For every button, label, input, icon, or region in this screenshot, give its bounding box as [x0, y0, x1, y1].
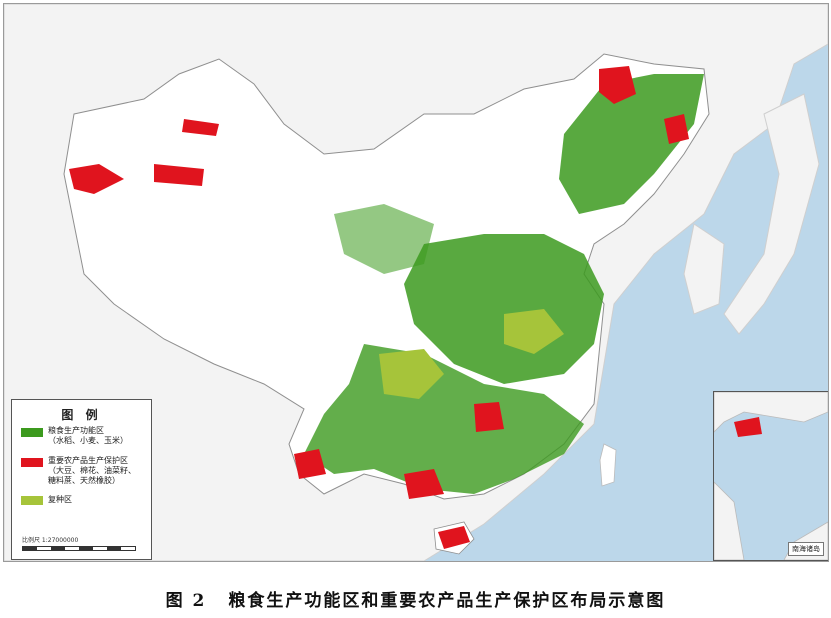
map-frame: 图 例 粮食生产功能区 （水稻、小麦、玉米） 重要农产品生产保护区 （大豆、棉花… — [3, 3, 829, 562]
multi-crop-sichuan — [379, 349, 444, 399]
legend-swatch-protect — [21, 458, 43, 467]
legend-swatch-multicrop — [21, 496, 43, 505]
inset-map — [714, 392, 828, 560]
protect-zone-xinjiang-north — [182, 119, 219, 136]
south-china-sea-inset: 南海诸岛 — [713, 391, 828, 561]
legend-label-protect: 重要农产品生产保护区 （大豆、棉花、油菜籽、 糖料蔗、天然橡胶） — [48, 456, 136, 485]
protect-zone-yunnan — [294, 449, 326, 479]
korea-japan-land — [683, 93, 820, 335]
grain-zone-loess — [334, 204, 434, 274]
grain-zone-south — [304, 344, 584, 494]
inset-label: 南海诸岛 — [788, 542, 824, 556]
protect-zone-guangxi — [404, 469, 444, 499]
multi-crop-yangtze — [504, 309, 564, 354]
protect-zone-xinjiang-mid — [154, 164, 204, 186]
figure-title: 粮食生产功能区和重要农产品生产保护区布局示意图 — [228, 591, 666, 611]
base-map — [4, 4, 828, 561]
map-legend: 图 例 粮食生产功能区 （水稻、小麦、玉米） 重要农产品生产保护区 （大豆、棉花… — [11, 399, 152, 560]
protect-zone-yangtze — [474, 402, 504, 432]
legend-swatch-grain — [21, 428, 43, 437]
grain-zone-north-china — [404, 234, 604, 384]
legend-label-grain: 粮食生产功能区 （水稻、小麦、玉米） — [48, 426, 128, 445]
scale-text: 比例尺 1:27000000 — [22, 537, 79, 544]
protect-zone-heilongjiang — [599, 66, 636, 104]
figure-number: 图 2 — [165, 591, 207, 611]
protect-zone-hainan — [438, 526, 470, 549]
figure-caption: 图 2 粮食生产功能区和重要农产品生产保护区布局示意图 — [0, 586, 831, 611]
legend-label-multicrop: 复种区 — [48, 495, 72, 504]
taiwan-land — [599, 443, 617, 487]
scale-bar — [22, 546, 136, 551]
protect-zone-xinjiang-south — [69, 164, 124, 194]
grain-zone-northeast — [559, 74, 704, 214]
protect-zone-sanjiang — [664, 114, 689, 144]
legend-title: 图 例 — [61, 408, 102, 422]
